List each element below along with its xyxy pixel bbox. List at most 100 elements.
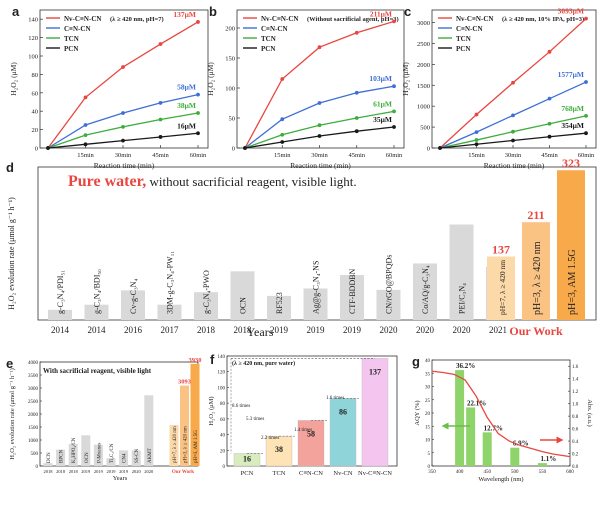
y-tick-label: 25 [425, 399, 431, 404]
data-point [196, 20, 200, 24]
bar-category-label: Cv-g-C₃N₄ [129, 278, 138, 314]
end-value-label: 103μM [369, 74, 392, 83]
legend-entry: TCN [64, 35, 79, 43]
bar [121, 290, 145, 320]
data-point [511, 113, 515, 118]
x-tick-label: 2017 [161, 325, 180, 335]
bar-category-label: Ti₃C₂/CN [110, 443, 115, 463]
aqy-bar [455, 370, 465, 466]
x-tick-label: 350 [428, 470, 436, 475]
x-tick-label: 60min [190, 152, 207, 159]
y-tick-label: 150 [225, 56, 235, 63]
panel-a-frame [39, 9, 209, 149]
x-tick-label: 2018 [197, 325, 216, 335]
y2-tick-label: 0.4 [572, 440, 579, 445]
panel-label-d: d [6, 160, 14, 175]
legend-entry: Nv-C≡N-CN [64, 15, 101, 23]
bar-category-label: g-C₃N₄/BDI₅₀ [93, 269, 102, 314]
data-point [354, 129, 359, 134]
bar [329, 398, 357, 467]
x-tick-label: 45min [152, 152, 169, 159]
bar [340, 275, 364, 320]
x-tick-label: 30min [311, 152, 328, 159]
x-tick-label: 15min [77, 152, 94, 159]
bar [43, 463, 53, 466]
y-tick-label: 140 [28, 17, 38, 24]
bar-category-label: g-C₃N₄/PDI₅₁ [56, 270, 65, 314]
y-tick-label: 100 [225, 86, 235, 93]
bar-category-label: Co/AQ/g-C₃N₄ [421, 265, 430, 314]
y-tick-label: 15 [425, 425, 431, 430]
data-point [280, 140, 285, 144]
y-tick-label: 30 [425, 386, 431, 391]
y2-tick-label: 1.6 [572, 365, 579, 370]
data-point [354, 30, 359, 35]
data-point [158, 101, 163, 105]
panel-b-frame [236, 9, 405, 149]
y-tick-label: 2000 [28, 413, 39, 418]
our-bar-value-label: 137 [492, 242, 510, 256]
panel-label-c: c [404, 4, 411, 19]
bar [68, 443, 78, 466]
y-axis-label: H₂O₂ (μM) [206, 62, 215, 96]
x-axis-label: Wavelength (nm) [478, 476, 523, 483]
bar [106, 458, 116, 466]
y-tick-label: 80 [220, 402, 226, 407]
our-bar-category-label: pH=3, λ ≥ 420 nm [532, 241, 543, 315]
x-tick-label: Nv-C≡N-CN [358, 470, 392, 477]
bar-category-label: BPCN [60, 450, 65, 463]
x-axis-label: Reaction time (min) [94, 161, 155, 170]
y-tick-label: 100 [28, 54, 38, 61]
x-tick-label: 550 [539, 470, 547, 475]
data-point [392, 125, 396, 129]
data-point [547, 121, 552, 126]
our-bar-value-label: 3093 [178, 379, 192, 386]
our-bar-value-label: 211 [527, 208, 544, 222]
chart-title: Pure water, without sacrificial reagent,… [68, 173, 357, 190]
y2-tick-label: 1.4 [572, 378, 579, 383]
x-axis-label: Reaction time (min) [290, 161, 351, 170]
our-bar-category-label: pH=7, λ ≥ 420 nm [173, 426, 178, 463]
data-point [584, 113, 588, 118]
y-tick-label: 120 [218, 371, 226, 376]
bar [144, 395, 154, 466]
our-work-label: Our Work [172, 470, 194, 475]
x-tick-label: 2016 [124, 325, 143, 335]
fold-annotation: 5.3 times [246, 417, 264, 422]
data-point [511, 138, 515, 143]
chart-condition: (λ ≥ 420 nm, 10% IPA, pH=3) [502, 16, 584, 23]
fold-annotation: 1.4 times [294, 428, 312, 433]
end-value-label: 61μM [373, 99, 392, 108]
data-point [158, 42, 163, 46]
y-axis-label: H₂O₂ evolution rate (μmol g⁻¹ h⁻¹) [7, 197, 16, 310]
data-point [46, 146, 50, 150]
panel-label-g: g [412, 354, 420, 369]
legend-entry: PCN [261, 45, 275, 53]
aqy-value-label: 22.1% [467, 399, 486, 407]
y-tick-label: 20 [32, 127, 39, 134]
bar-value-label: 38 [275, 445, 283, 454]
y-tick-label: 10 [425, 439, 431, 444]
x-tick-label: 45min [348, 152, 365, 159]
y-tick-label: 3000 [28, 387, 39, 392]
y-tick-label: 2000 [417, 62, 430, 69]
y-tick-label: 1000 [417, 104, 430, 111]
y-tick-label: 140 [218, 355, 226, 360]
bar [93, 444, 103, 466]
legend-entry: C≡N-CN [64, 25, 91, 33]
data-point [354, 116, 359, 120]
end-value-label: 3093μM [558, 7, 584, 16]
aqy-value-label: 12.7% [484, 424, 503, 432]
our-bar [522, 222, 550, 320]
x-tick-label: 30min [505, 152, 522, 159]
x-tick-label: 2019 [307, 325, 326, 335]
data-point [317, 123, 322, 128]
x-tick-label: 2020 [132, 469, 142, 474]
y-tick-label: 120 [28, 35, 38, 42]
fold-annotation: 1.6 times [326, 396, 344, 401]
x-axis-label: Reaction time (min) [484, 161, 545, 170]
y-tick-label: 0 [35, 146, 38, 153]
data-point [547, 49, 552, 54]
y-tick-label: 5 [428, 452, 431, 457]
